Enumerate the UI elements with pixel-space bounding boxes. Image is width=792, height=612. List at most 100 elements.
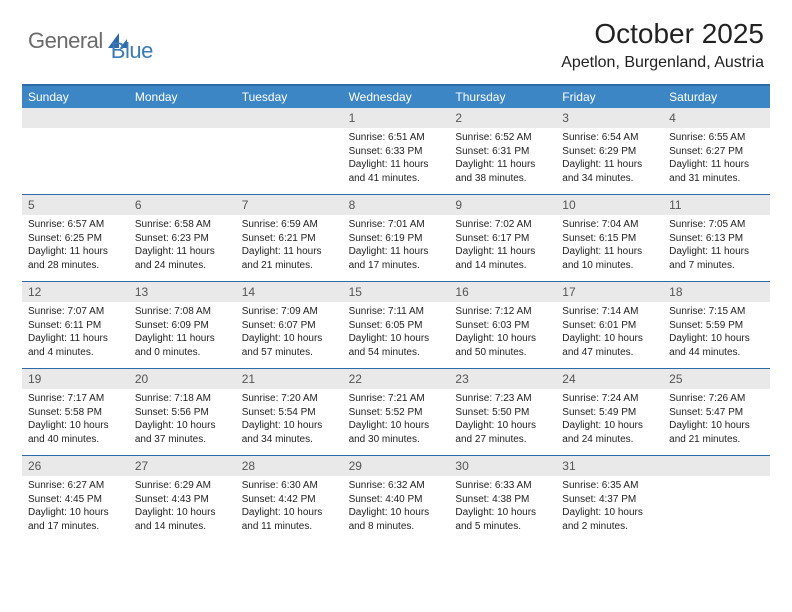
sunset-line: Sunset: 5:47 PM <box>669 406 764 420</box>
sunset-line: Sunset: 5:59 PM <box>669 319 764 333</box>
weeks-container: 1Sunrise: 6:51 AMSunset: 6:33 PMDaylight… <box>22 108 770 542</box>
daylight-line: Daylight: 11 hours and 7 minutes. <box>669 245 764 272</box>
day-info: Sunrise: 7:21 AMSunset: 5:52 PMDaylight:… <box>343 389 450 450</box>
day-number <box>22 108 129 128</box>
day-info: Sunrise: 6:33 AMSunset: 4:38 PMDaylight:… <box>449 476 556 537</box>
day-info: Sunrise: 7:01 AMSunset: 6:19 PMDaylight:… <box>343 215 450 276</box>
day-number: 1 <box>343 108 450 128</box>
sunset-line: Sunset: 4:38 PM <box>455 493 550 507</box>
day-cell: 31Sunrise: 6:35 AMSunset: 4:37 PMDayligh… <box>556 456 663 542</box>
day-cell: 20Sunrise: 7:18 AMSunset: 5:56 PMDayligh… <box>129 369 236 455</box>
day-info: Sunrise: 7:17 AMSunset: 5:58 PMDaylight:… <box>22 389 129 450</box>
day-info: Sunrise: 7:18 AMSunset: 5:56 PMDaylight:… <box>129 389 236 450</box>
week-row: 26Sunrise: 6:27 AMSunset: 4:45 PMDayligh… <box>22 455 770 542</box>
sunrise-line: Sunrise: 7:18 AM <box>135 392 230 406</box>
daylight-line: Daylight: 11 hours and 34 minutes. <box>562 158 657 185</box>
sunrise-line: Sunrise: 6:58 AM <box>135 218 230 232</box>
sunset-line: Sunset: 6:09 PM <box>135 319 230 333</box>
day-header: Friday <box>556 86 663 108</box>
sunrise-line: Sunrise: 6:59 AM <box>242 218 337 232</box>
day-cell: 6Sunrise: 6:58 AMSunset: 6:23 PMDaylight… <box>129 195 236 281</box>
sunset-line: Sunset: 6:25 PM <box>28 232 123 246</box>
day-number <box>236 108 343 128</box>
day-cell: 19Sunrise: 7:17 AMSunset: 5:58 PMDayligh… <box>22 369 129 455</box>
day-header: Wednesday <box>343 86 450 108</box>
day-number: 7 <box>236 195 343 215</box>
day-cell: 11Sunrise: 7:05 AMSunset: 6:13 PMDayligh… <box>663 195 770 281</box>
sunset-line: Sunset: 4:45 PM <box>28 493 123 507</box>
day-info: Sunrise: 6:55 AMSunset: 6:27 PMDaylight:… <box>663 128 770 189</box>
daylight-line: Daylight: 11 hours and 14 minutes. <box>455 245 550 272</box>
day-number: 15 <box>343 282 450 302</box>
day-cell: 30Sunrise: 6:33 AMSunset: 4:38 PMDayligh… <box>449 456 556 542</box>
day-info: Sunrise: 6:58 AMSunset: 6:23 PMDaylight:… <box>129 215 236 276</box>
day-cell: 14Sunrise: 7:09 AMSunset: 6:07 PMDayligh… <box>236 282 343 368</box>
location-label: Apetlon, Burgenland, Austria <box>561 54 764 72</box>
sunset-line: Sunset: 4:43 PM <box>135 493 230 507</box>
daylight-line: Daylight: 10 hours and 5 minutes. <box>455 506 550 533</box>
day-cell: 26Sunrise: 6:27 AMSunset: 4:45 PMDayligh… <box>22 456 129 542</box>
day-number: 24 <box>556 369 663 389</box>
sunset-line: Sunset: 5:50 PM <box>455 406 550 420</box>
day-cell: 15Sunrise: 7:11 AMSunset: 6:05 PMDayligh… <box>343 282 450 368</box>
day-number: 5 <box>22 195 129 215</box>
daylight-line: Daylight: 10 hours and 27 minutes. <box>455 419 550 446</box>
sunset-line: Sunset: 6:33 PM <box>349 145 444 159</box>
week-row: 12Sunrise: 7:07 AMSunset: 6:11 PMDayligh… <box>22 281 770 368</box>
day-info: Sunrise: 6:30 AMSunset: 4:42 PMDaylight:… <box>236 476 343 537</box>
sunrise-line: Sunrise: 6:27 AM <box>28 479 123 493</box>
daylight-line: Daylight: 11 hours and 38 minutes. <box>455 158 550 185</box>
day-info: Sunrise: 6:29 AMSunset: 4:43 PMDaylight:… <box>129 476 236 537</box>
sunset-line: Sunset: 6:27 PM <box>669 145 764 159</box>
day-cell: 10Sunrise: 7:04 AMSunset: 6:15 PMDayligh… <box>556 195 663 281</box>
daylight-line: Daylight: 10 hours and 11 minutes. <box>242 506 337 533</box>
sunset-line: Sunset: 6:19 PM <box>349 232 444 246</box>
day-cell: 22Sunrise: 7:21 AMSunset: 5:52 PMDayligh… <box>343 369 450 455</box>
day-number: 4 <box>663 108 770 128</box>
day-info: Sunrise: 6:59 AMSunset: 6:21 PMDaylight:… <box>236 215 343 276</box>
title-block: October 2025 Apetlon, Burgenland, Austri… <box>561 18 764 72</box>
sunrise-line: Sunrise: 7:01 AM <box>349 218 444 232</box>
day-number: 10 <box>556 195 663 215</box>
sunset-line: Sunset: 6:07 PM <box>242 319 337 333</box>
day-number: 9 <box>449 195 556 215</box>
sunrise-line: Sunrise: 6:30 AM <box>242 479 337 493</box>
day-number: 30 <box>449 456 556 476</box>
sunrise-line: Sunrise: 6:32 AM <box>349 479 444 493</box>
sunset-line: Sunset: 6:01 PM <box>562 319 657 333</box>
daylight-line: Daylight: 11 hours and 31 minutes. <box>669 158 764 185</box>
week-row: 19Sunrise: 7:17 AMSunset: 5:58 PMDayligh… <box>22 368 770 455</box>
sunrise-line: Sunrise: 7:11 AM <box>349 305 444 319</box>
day-info: Sunrise: 7:09 AMSunset: 6:07 PMDaylight:… <box>236 302 343 363</box>
day-cell: 16Sunrise: 7:12 AMSunset: 6:03 PMDayligh… <box>449 282 556 368</box>
day-info: Sunrise: 7:11 AMSunset: 6:05 PMDaylight:… <box>343 302 450 363</box>
sunset-line: Sunset: 4:42 PM <box>242 493 337 507</box>
sunset-line: Sunset: 5:52 PM <box>349 406 444 420</box>
day-info: Sunrise: 7:20 AMSunset: 5:54 PMDaylight:… <box>236 389 343 450</box>
header: General Blue October 2025 Apetlon, Burge… <box>0 0 792 76</box>
day-cell: 29Sunrise: 6:32 AMSunset: 4:40 PMDayligh… <box>343 456 450 542</box>
day-info: Sunrise: 7:14 AMSunset: 6:01 PMDaylight:… <box>556 302 663 363</box>
sunrise-line: Sunrise: 6:57 AM <box>28 218 123 232</box>
sunrise-line: Sunrise: 7:23 AM <box>455 392 550 406</box>
day-number <box>663 456 770 476</box>
sunrise-line: Sunrise: 7:07 AM <box>28 305 123 319</box>
day-cell: 8Sunrise: 7:01 AMSunset: 6:19 PMDaylight… <box>343 195 450 281</box>
day-cell: 7Sunrise: 6:59 AMSunset: 6:21 PMDaylight… <box>236 195 343 281</box>
day-info: Sunrise: 6:52 AMSunset: 6:31 PMDaylight:… <box>449 128 556 189</box>
day-number: 31 <box>556 456 663 476</box>
sunset-line: Sunset: 5:49 PM <box>562 406 657 420</box>
sunset-line: Sunset: 4:37 PM <box>562 493 657 507</box>
daylight-line: Daylight: 10 hours and 57 minutes. <box>242 332 337 359</box>
sunset-line: Sunset: 6:05 PM <box>349 319 444 333</box>
day-cell: 5Sunrise: 6:57 AMSunset: 6:25 PMDaylight… <box>22 195 129 281</box>
day-info: Sunrise: 7:15 AMSunset: 5:59 PMDaylight:… <box>663 302 770 363</box>
day-number: 13 <box>129 282 236 302</box>
daylight-line: Daylight: 11 hours and 0 minutes. <box>135 332 230 359</box>
daylight-line: Daylight: 10 hours and 8 minutes. <box>349 506 444 533</box>
daylight-line: Daylight: 11 hours and 10 minutes. <box>562 245 657 272</box>
sunset-line: Sunset: 5:58 PM <box>28 406 123 420</box>
day-cell <box>22 108 129 194</box>
day-header: Sunday <box>22 86 129 108</box>
daylight-line: Daylight: 11 hours and 24 minutes. <box>135 245 230 272</box>
